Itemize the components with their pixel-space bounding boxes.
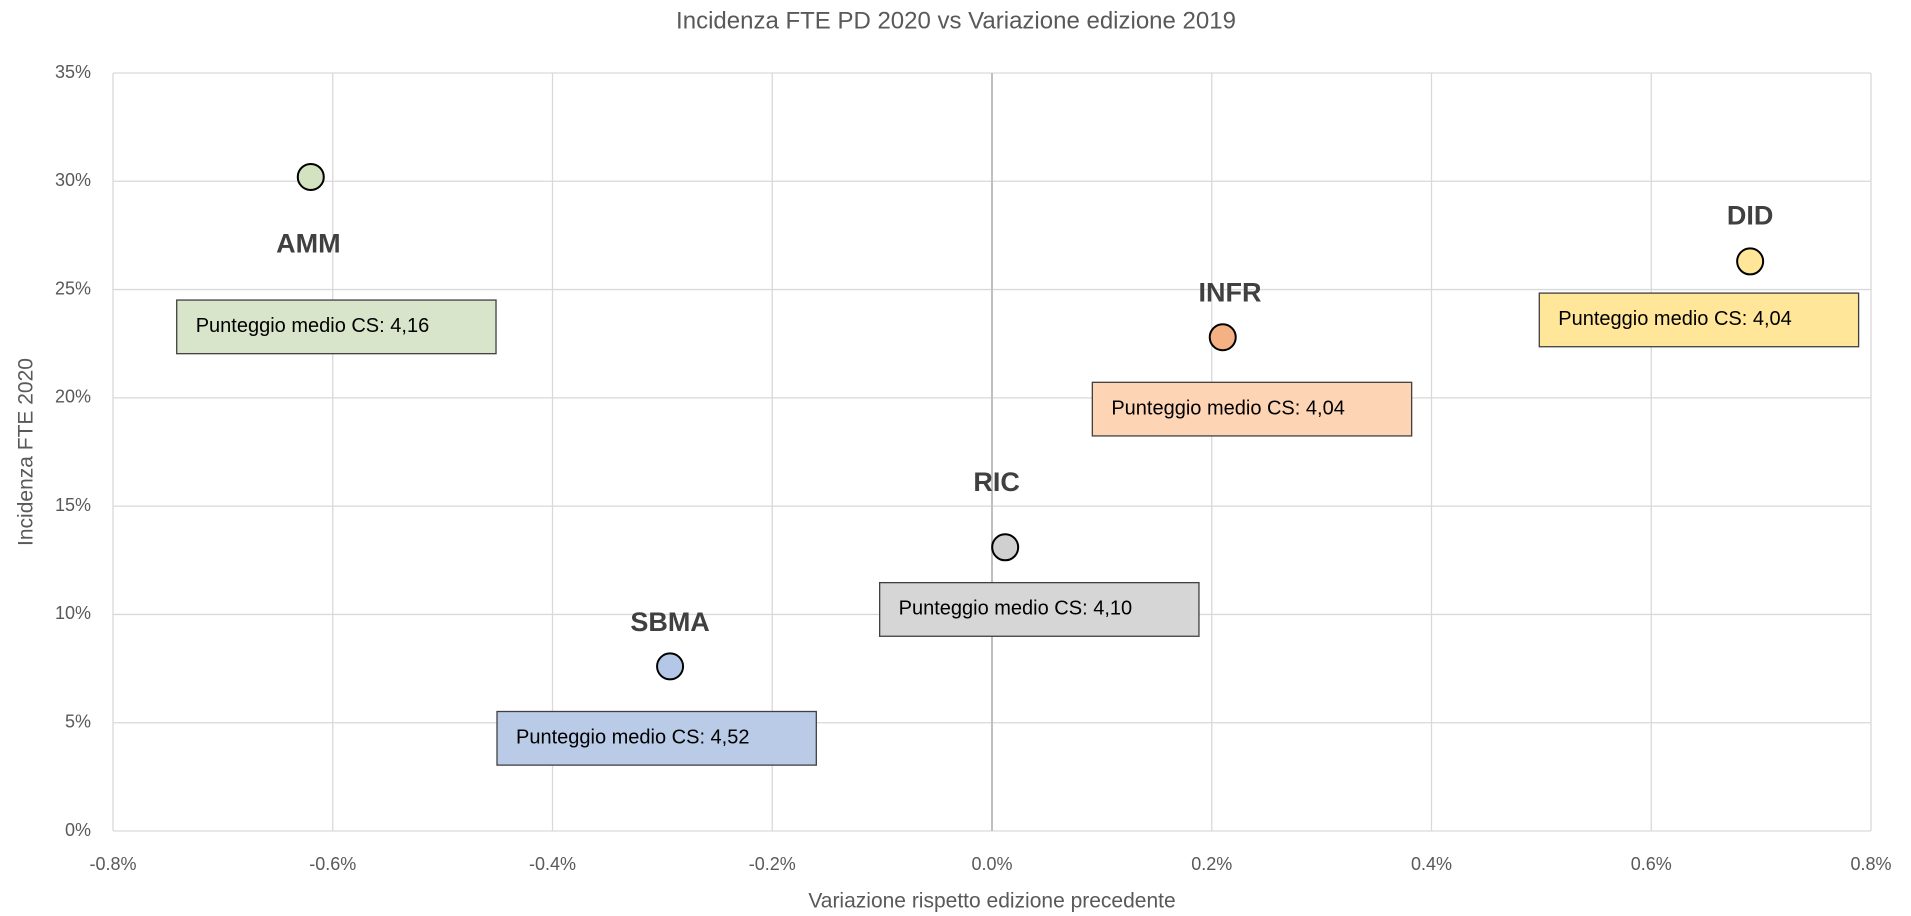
x-tick-label: -0.8% [89,854,136,874]
point [296,162,325,191]
y-axis-label: Incidenza FTE 2020 [15,358,38,546]
point-label: INFR [1199,278,1262,308]
note-label: Punteggio medio CS: 4,04 [1558,308,1792,330]
point-label: AMM [276,228,340,258]
point [656,652,685,681]
chart-title: Incidenza FTE PD 2020 vs Variazione ediz… [676,7,1236,34]
note-label: Punteggio medio CS: 4,52 [516,727,750,749]
point [1208,323,1237,352]
note-box [496,710,817,766]
y-tick-label: 5% [65,711,91,731]
y-tick-label: 15% [55,495,91,515]
y-tick-label: 20% [55,387,91,407]
y-tick-label: 25% [55,278,91,298]
note-box [1091,381,1413,437]
point-label: RIC [973,467,1020,497]
note-box [879,581,1200,637]
note-label: Punteggio medio CS: 4,04 [1111,397,1345,419]
note-label: Punteggio medio CS: 4,10 [899,598,1133,620]
x-tick-label: 0.8% [1850,854,1891,874]
y-tick-label: 10% [55,603,91,623]
x-tick-label: 0.0% [971,854,1012,874]
x-tick-label: 0.6% [1631,854,1672,874]
x-tick-label: 0.2% [1191,854,1232,874]
x-tick-label: -0.2% [749,854,796,874]
x-tick-label: 0.4% [1411,854,1452,874]
x-axis-label: Variazione rispetto edizione precedente [808,890,1175,913]
x-tick-label: -0.6% [309,854,356,874]
point-label: DID [1727,201,1774,231]
point [1736,247,1765,276]
y-tick-label: 0% [65,820,91,840]
y-tick-label: 35% [55,62,91,82]
x-tick-label: -0.4% [529,854,576,874]
point [991,533,1020,562]
note-box [1538,292,1860,348]
y-tick-label: 30% [55,170,91,190]
point-label: SBMA [630,607,710,637]
note-box [176,299,497,355]
note-label: Punteggio medio CS: 4,16 [196,315,430,337]
